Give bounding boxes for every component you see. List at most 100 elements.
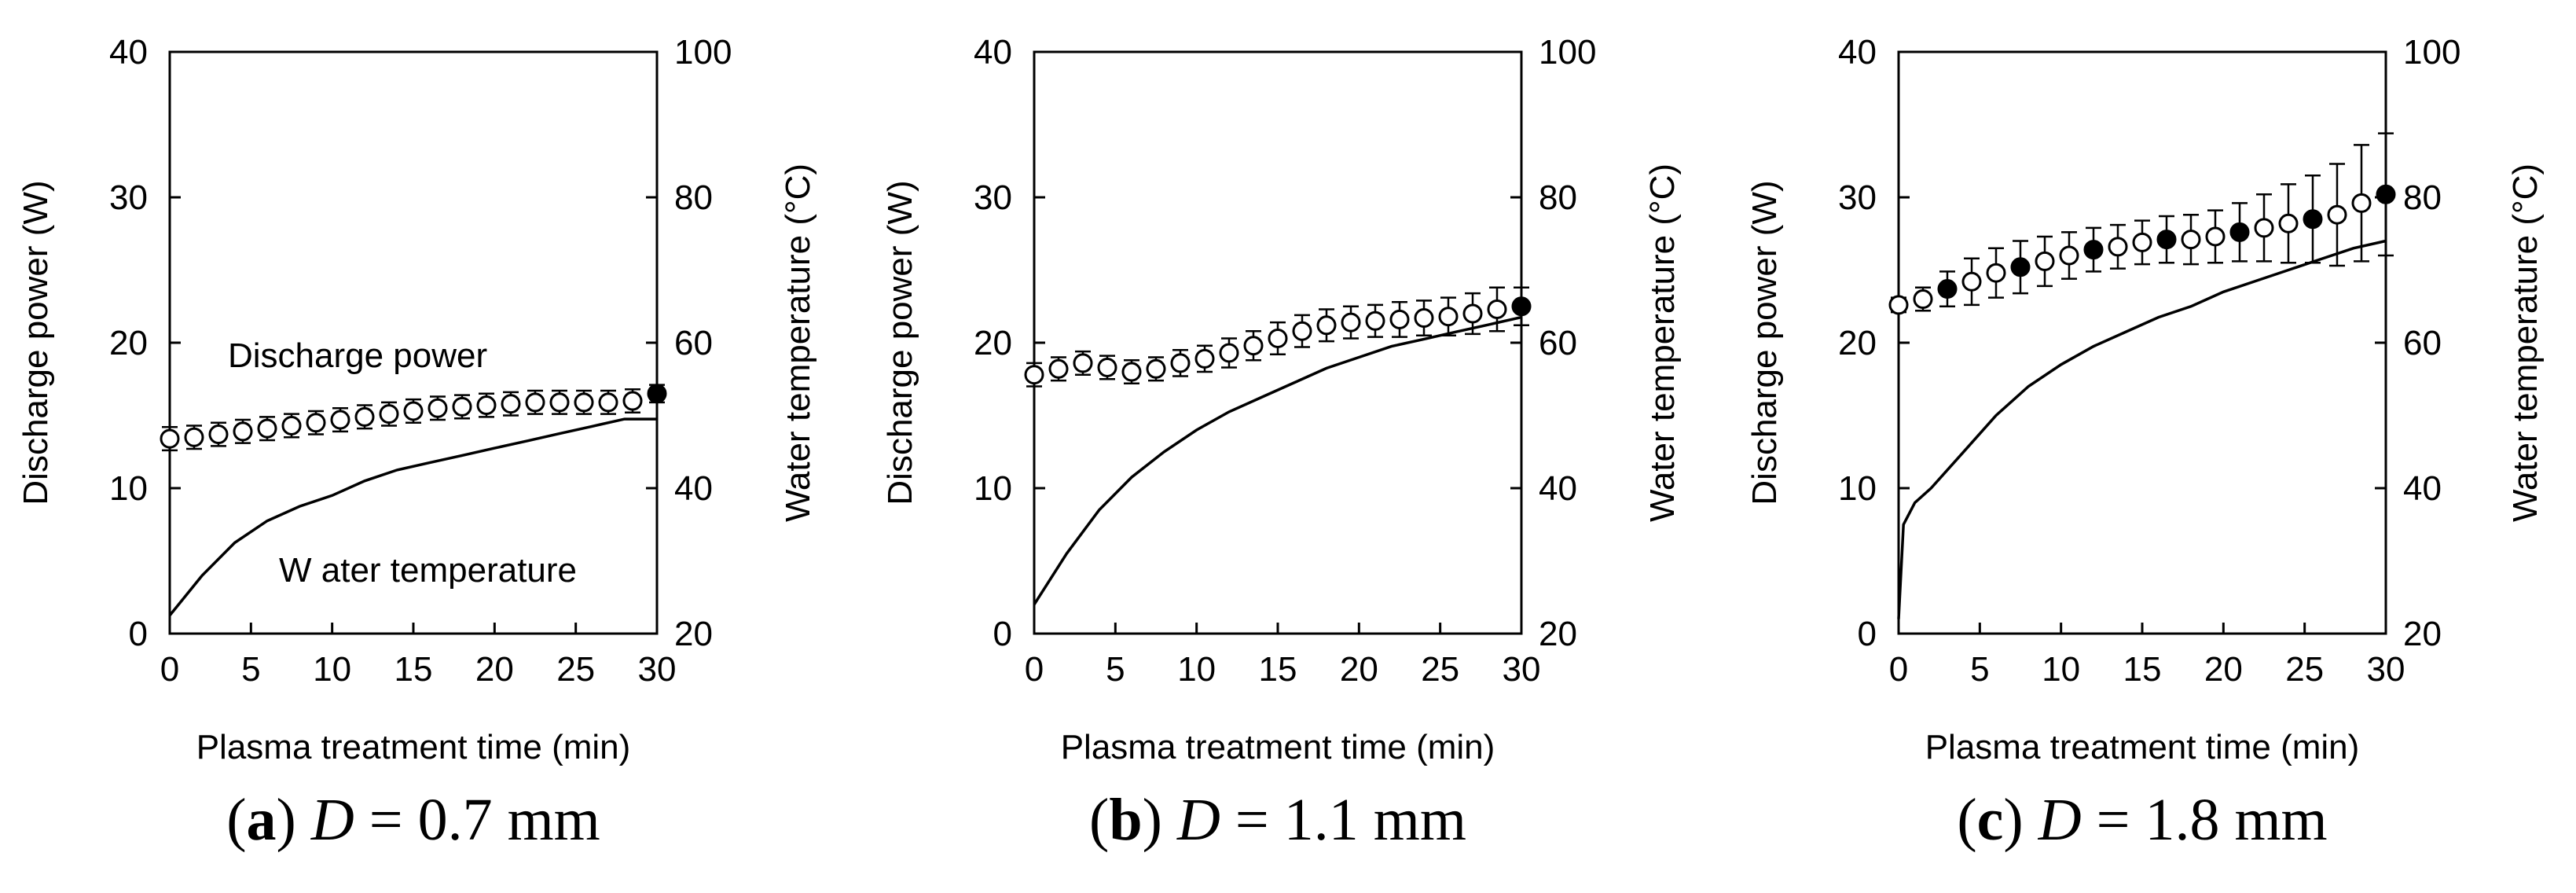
caption-value: = 0.7 mm	[354, 787, 600, 853]
discharge-power-point	[354, 406, 375, 427]
discharge-power-point	[1937, 279, 1958, 300]
discharge-power-point	[2035, 251, 2055, 271]
discharge-power-point	[2156, 230, 2177, 250]
y-tick-label-right: 20	[2403, 615, 2442, 653]
annotation-discharge-power: Discharge power	[228, 336, 487, 375]
discharge-power-point	[403, 401, 424, 421]
y-tick-label-left: 30	[1838, 178, 1877, 217]
discharge-power-point	[476, 395, 497, 416]
discharge-power-point	[647, 384, 667, 404]
y-tick-label-left: 10	[109, 469, 148, 508]
y-tick-label-left: 20	[974, 324, 1012, 362]
y-tick-label-left: 10	[1838, 469, 1877, 508]
panel-caption: (c) D = 1.8 mm	[1957, 787, 2327, 853]
y-tick-label-right: 80	[2403, 178, 2442, 217]
plot-area	[160, 384, 667, 617]
water-temperature-line	[1897, 239, 2387, 619]
discharge-power-point	[1243, 336, 1264, 356]
discharge-power-point	[1121, 362, 1142, 382]
x-tick-label: 25	[1421, 650, 1459, 689]
x-tick-label: 15	[2123, 650, 2162, 689]
y-tick-label-right: 100	[674, 33, 732, 72]
discharge-power-point	[501, 394, 521, 414]
x-tick-label: 10	[1177, 650, 1216, 689]
plot-area	[1024, 286, 1532, 605]
discharge-power-point	[2083, 240, 2104, 260]
discharge-power-point	[1365, 311, 1385, 331]
x-tick-label: 30	[2367, 650, 2405, 689]
y-tick-label-left: 0	[993, 615, 1012, 653]
discharge-power-point	[208, 424, 229, 445]
y-axis-left: 0 10 20 30 40	[109, 33, 181, 653]
discharge-power-point	[1316, 315, 1337, 336]
y-axis-right: 20 40 60 80 100	[1510, 33, 1596, 653]
plot-area	[1888, 132, 2396, 619]
discharge-power-point	[1341, 312, 1361, 333]
x-tick-label: 5	[241, 650, 260, 689]
y-tick-label-right: 80	[1539, 178, 1577, 217]
y-axis-label-right: Water temperature (°C)	[2506, 164, 2545, 522]
discharge-power-point	[2376, 184, 2396, 204]
discharge-power-point	[2181, 230, 2201, 250]
discharge-power-point	[1194, 348, 1215, 369]
caption-variable: D	[310, 787, 354, 853]
y-tick-label-right: 20	[1539, 615, 1577, 653]
annotation-water-temperature: W ater temperature	[279, 551, 577, 590]
discharge-power-point	[1438, 307, 1459, 327]
x-axis: 0 5 10 15 20 25 30	[1889, 623, 2405, 689]
x-tick-label: 15	[394, 650, 433, 689]
x-tick-label: 10	[2042, 650, 2080, 689]
y-axis-right: 20 40 60 80 100	[2375, 33, 2460, 653]
y-axis-label-right: Water temperature (°C)	[1643, 164, 1682, 522]
x-tick-label: 0	[160, 650, 179, 689]
caption-letter: c	[1977, 787, 2004, 853]
y-tick-label-right: 40	[1539, 469, 1577, 508]
discharge-power-point	[1292, 321, 1312, 341]
panel-caption: (a) D = 0.7 mm	[226, 787, 600, 853]
x-tick-label: 25	[556, 650, 595, 689]
discharge-power-point	[1462, 303, 1483, 324]
discharge-power-point	[1097, 357, 1117, 377]
discharge-power-point	[160, 428, 180, 449]
discharge-power-point	[1414, 308, 1434, 329]
discharge-power-point	[2205, 226, 2226, 247]
discharge-power-point	[549, 392, 570, 413]
discharge-power-point	[1986, 263, 2006, 283]
discharge-power-point	[427, 398, 448, 418]
discharge-power-point	[1073, 353, 1093, 373]
discharge-power-point	[2108, 237, 2128, 257]
x-tick-label: 10	[313, 650, 351, 689]
x-axis: 0 5 10 15 20 25 30	[160, 623, 676, 689]
caption-variable: D	[2038, 787, 2082, 853]
y-axis-left: 0 10 20 30 40	[974, 33, 1045, 653]
discharge-power-point	[1913, 289, 1933, 309]
discharge-power-point	[330, 410, 350, 430]
discharge-power-point	[1389, 309, 1410, 329]
x-tick-label: 15	[1259, 650, 1297, 689]
x-axis-label: Plasma treatment time (min)	[1061, 728, 1495, 766]
discharge-power-point	[1024, 365, 1044, 385]
x-tick-label: 20	[475, 650, 514, 689]
discharge-power-point	[1146, 358, 1166, 379]
discharge-power-point	[1048, 358, 1069, 379]
y-tick-label-left: 40	[109, 33, 148, 72]
water-temperature-line	[168, 417, 657, 617]
y-axis-label-left: Discharge power (W)	[1745, 180, 1784, 505]
x-tick-label: 5	[1970, 650, 1989, 689]
y-tick-label-right: 80	[674, 178, 713, 217]
plot-frame	[1897, 50, 2387, 635]
x-tick-label: 20	[2204, 650, 2243, 689]
discharge-power-point	[525, 392, 545, 413]
discharge-power-point	[598, 392, 618, 413]
discharge-power-point	[2303, 209, 2323, 230]
discharge-power-point	[2059, 245, 2079, 266]
y-tick-label-right: 40	[674, 469, 713, 508]
panel-caption: (b) D = 1.1 mm	[1089, 787, 1466, 853]
y-tick-label-right: 100	[1539, 33, 1596, 72]
discharge-power-point	[233, 421, 253, 442]
caption-letter: b	[1109, 787, 1142, 853]
y-axis-label-left: Discharge power (W)	[17, 180, 55, 505]
